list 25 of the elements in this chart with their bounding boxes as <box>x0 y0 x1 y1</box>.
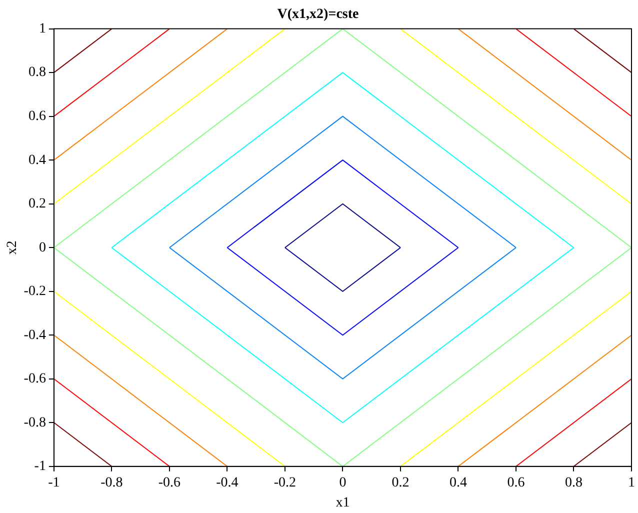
x-tick-label: -1 <box>48 475 60 490</box>
y-axis-title: x2 <box>5 240 20 255</box>
y-tick-label: 0 <box>38 240 46 256</box>
chart-title: V(x1,x2)=cste <box>277 7 359 22</box>
y-tick-label: 0.4 <box>28 152 46 168</box>
x-tick-label: -0.4 <box>216 475 238 490</box>
y-tick-label: 0.6 <box>28 108 46 124</box>
x-tick-label: 1 <box>628 475 635 490</box>
y-tick-label: -0.8 <box>24 415 46 430</box>
y-tick-label: 0.8 <box>28 65 46 80</box>
x-tick-label: 0.6 <box>507 475 525 490</box>
x-tick-label: 0.8 <box>564 475 582 490</box>
x-tick-label: -0.2 <box>274 475 296 490</box>
y-tick-label: -0.4 <box>24 328 46 343</box>
y-tick-label: 1 <box>38 21 46 36</box>
y-tick-label: -0.6 <box>24 372 46 387</box>
y-tick-label: 0.2 <box>28 196 46 212</box>
x-tick-label: -0.6 <box>158 475 181 490</box>
y-tick-label: -0.2 <box>24 284 46 300</box>
x-tick-label: 0.4 <box>449 475 467 490</box>
y-tick-label: -1 <box>34 459 46 474</box>
x-axis-title: x1 <box>336 495 350 510</box>
x-tick-label: 0.2 <box>392 475 410 490</box>
x-tick-label: -0.8 <box>100 475 123 490</box>
x-tick-label: 0 <box>339 475 346 490</box>
